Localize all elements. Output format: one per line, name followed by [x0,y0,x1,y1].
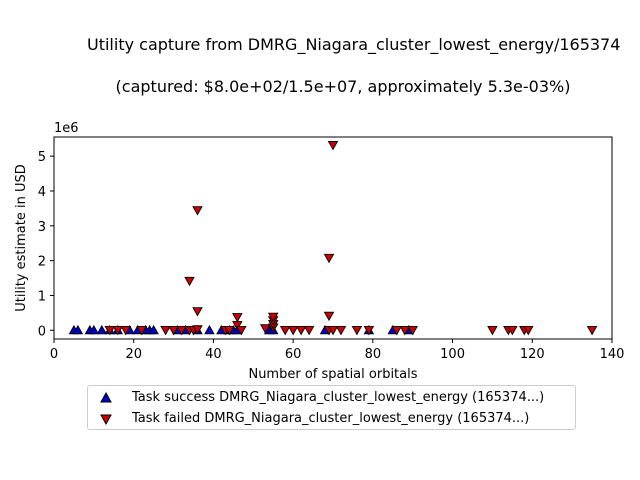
chart-subtitle: (captured: $8.0e+02/1.5e+07, approximate… [116,77,571,96]
x-tick-label: 40 [205,347,222,362]
x-tick-label: 20 [125,347,142,362]
failed-point [120,325,132,336]
failed-point [351,325,363,336]
failed-point [335,325,347,336]
y-axis: 0 1 2 3 4 5 [38,150,54,339]
x-tick-label: 80 [365,347,382,362]
failed-point [160,325,171,336]
failed-point [236,325,247,336]
y-tick-label: 4 [38,185,46,200]
failed-point [168,325,179,336]
failed-point [192,206,203,216]
failed-point [586,325,598,336]
failed-point [295,325,307,336]
failed-point [232,313,243,323]
failed-point [323,311,335,322]
y-tick-label: 0 [38,324,46,339]
failed-point [487,325,498,336]
failed-point [224,325,235,336]
success-point [88,324,100,335]
failed-point [192,325,203,335]
failed-point [407,325,418,336]
success-point [148,324,159,335]
triangle-down-icon [100,414,112,425]
failed-point [112,325,124,336]
y-tick-label: 3 [38,220,46,235]
legend-label-failed: Task failed DMRG_Niagara_cluster_lowest_… [132,411,530,426]
x-tick-label: 120 [520,347,545,362]
failed-point [176,325,187,336]
failed-point [323,253,335,264]
x-tick-label: 60 [285,347,302,362]
y-tick-label: 2 [38,255,46,270]
failed-point [399,325,411,336]
failed-point [267,312,279,323]
y-offset-label: 1e6 [54,121,79,136]
y-axis-label: Utility estimate in USD [14,164,29,311]
failed-point [279,325,291,336]
failed-point [507,325,518,336]
x-tick-label: 140 [600,347,625,362]
plot-area [53,136,613,340]
success-point [96,324,108,335]
failed-point [523,325,534,336]
failed-point [391,325,403,336]
success-point [72,324,84,335]
success-point [204,324,215,335]
x-tick-label: 0 [50,347,58,362]
data-points [68,141,598,336]
failed-point [259,324,271,334]
legend-item-failed: Task failed DMRG_Niagara_cluster_lowest_… [88,409,575,429]
legend: Task success DMRG_Niagara_cluster_lowest… [87,385,576,430]
failed-point [136,325,147,336]
legend-item-success: Task success DMRG_Niagara_cluster_lowest… [88,388,575,408]
x-axis: 0 20 40 60 80 100 120 140 [50,339,625,362]
failed-point [363,325,375,336]
failed-point [327,141,339,151]
x-axis-label: Number of spatial orbitals [248,367,417,382]
x-tick-label: 100 [440,347,465,362]
triangle-up-icon [100,392,112,403]
failed-point [303,325,315,336]
chart-title: Utility capture from DMRG_Niagara_cluste… [87,35,620,55]
y-tick-label: 1 [38,289,46,304]
y-tick-label: 5 [38,150,46,165]
failed-point [104,325,116,336]
failed-point [184,276,195,287]
failed-point [287,325,299,336]
failed-point [192,307,203,317]
failed-point [327,325,339,336]
legend-label-success: Task success DMRG_Niagara_cluster_lowest… [132,390,545,405]
